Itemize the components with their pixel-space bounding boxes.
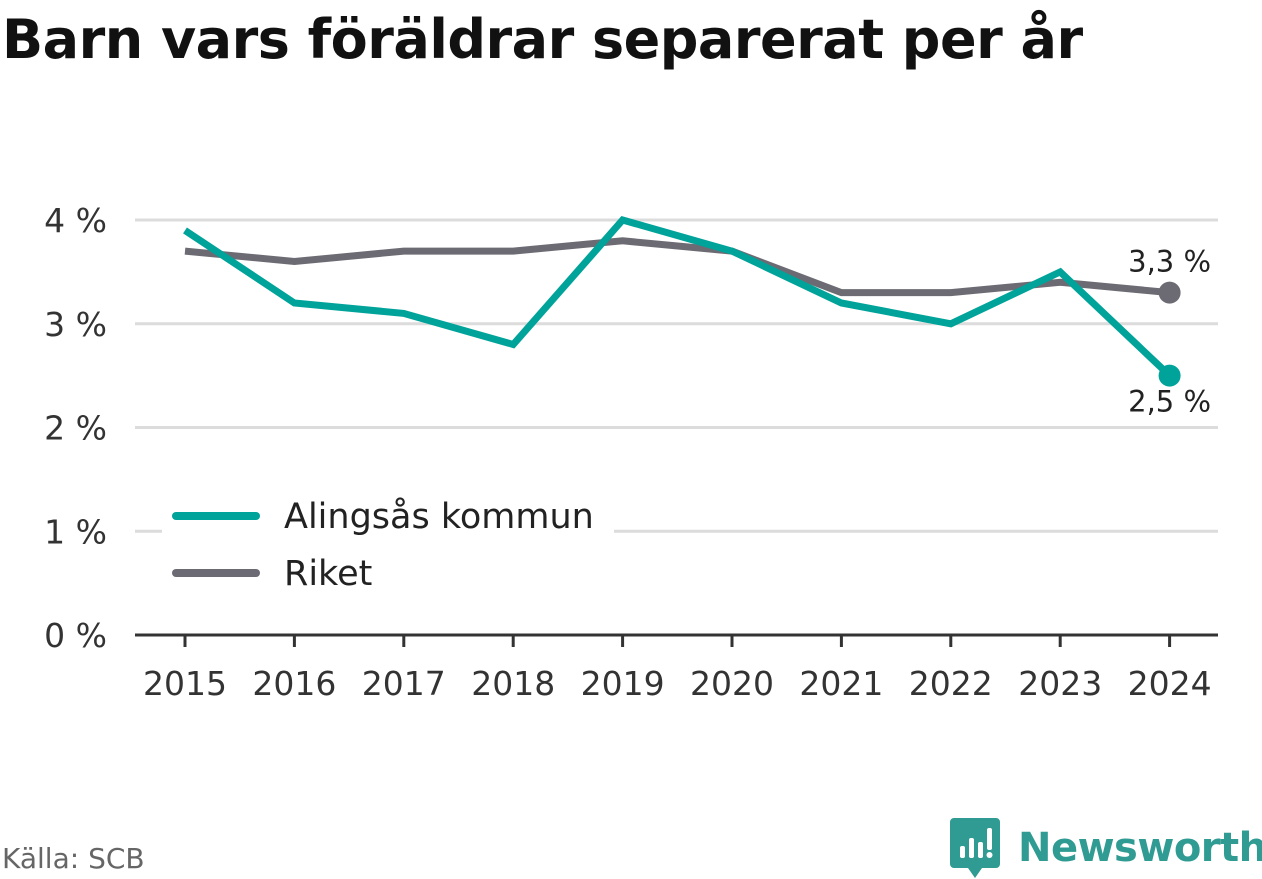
- chart-title: Barn vars föräldrar separerat per år: [2, 8, 1083, 71]
- y-axis-tick-labels: 0 % 1 % 2 % 3 % 4 %: [44, 201, 107, 655]
- x-tick-label: 2015: [143, 664, 227, 703]
- y-tick-label: 0 %: [44, 616, 107, 655]
- end-point-marker: [1158, 364, 1181, 387]
- x-tick-label: 2022: [909, 664, 993, 703]
- legend-label: Riket: [284, 554, 372, 594]
- series-lines: [183, 216, 1181, 387]
- legend: Alingsås kommun Riket: [162, 488, 614, 600]
- legend-label: Alingsås kommun: [284, 496, 594, 537]
- end-labels: 2,5 % 3,3 %: [1128, 245, 1211, 419]
- brand-name: Newsworthy: [1018, 825, 1262, 871]
- x-tick-label: 2023: [1018, 664, 1102, 703]
- end-point-marker: [1158, 281, 1181, 304]
- source-note: Källa: SCB: [2, 842, 145, 875]
- x-tick-label: 2017: [362, 664, 446, 703]
- end-value-label: 2,5 %: [1128, 385, 1211, 419]
- x-tick-label: 2021: [799, 664, 883, 703]
- end-value-label: 3,3 %: [1128, 245, 1211, 279]
- series-line: [183, 216, 1173, 379]
- newsworthy-logo-icon: [950, 818, 1000, 878]
- y-tick-label: 2 %: [44, 409, 107, 448]
- x-axis: 2015 2016 2017 2018 2019 2020 2021 2022 2023 2024: [135, 633, 1218, 703]
- x-tick-label: 2016: [252, 664, 336, 703]
- grid-lines: [135, 218, 1218, 533]
- y-tick-label: 3 %: [44, 305, 107, 344]
- series-line: [184, 237, 1170, 297]
- brand-logo: Newsworthy: [950, 818, 1262, 878]
- x-tick-label: 2018: [471, 664, 555, 703]
- y-tick-label: 1 %: [44, 512, 107, 551]
- x-tick-label: 2020: [690, 664, 774, 703]
- x-tick-label: 2024: [1128, 664, 1212, 703]
- x-tick-label: 2019: [581, 664, 665, 703]
- legend-background: [162, 488, 614, 600]
- y-tick-label: 4 %: [44, 201, 107, 240]
